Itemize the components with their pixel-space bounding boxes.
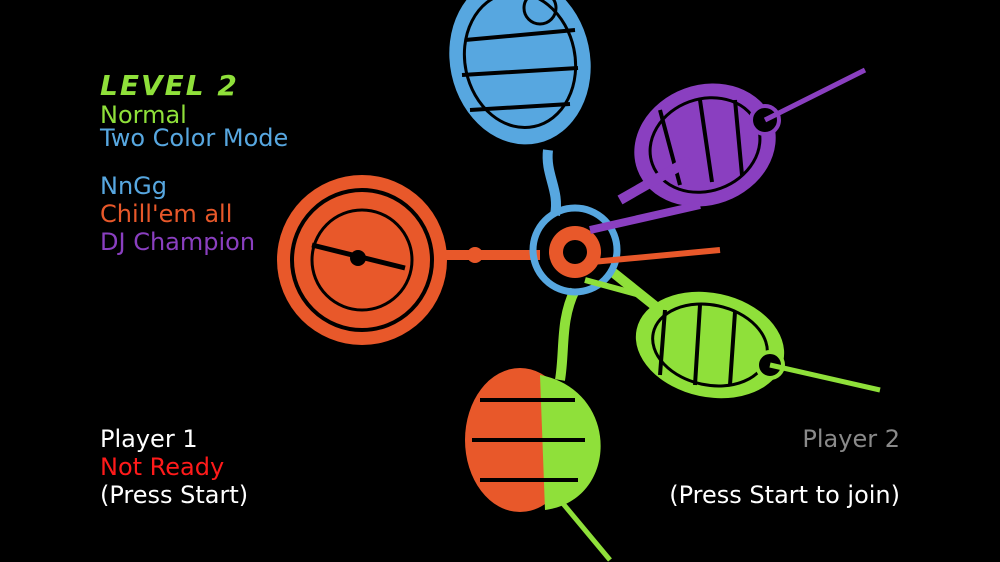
player1-name: Player 1 <box>100 425 198 453</box>
level-title: LEVEL 2 <box>100 69 239 102</box>
player2-join-prompt[interactable]: (Press Start to join) <box>669 481 900 509</box>
green-pod <box>606 266 881 399</box>
player1-press-start-prompt[interactable]: (Press Start) <box>100 481 249 509</box>
score-entry-2: Chill'em all <box>100 200 233 228</box>
blue-pod <box>449 0 591 216</box>
game-mode-label: Two Color Mode <box>100 124 289 152</box>
orange-pod <box>277 175 540 345</box>
player1-status: Not Ready <box>100 453 225 481</box>
score-entry-1: NnGg <box>100 172 167 200</box>
purple-pod <box>617 67 867 207</box>
player2-name: Player 2 <box>802 425 900 453</box>
center-hub <box>529 201 721 298</box>
bottom-pod <box>465 287 612 562</box>
difficulty-label: Normal <box>100 101 187 129</box>
score-entry-3: DJ Champion <box>100 228 256 256</box>
